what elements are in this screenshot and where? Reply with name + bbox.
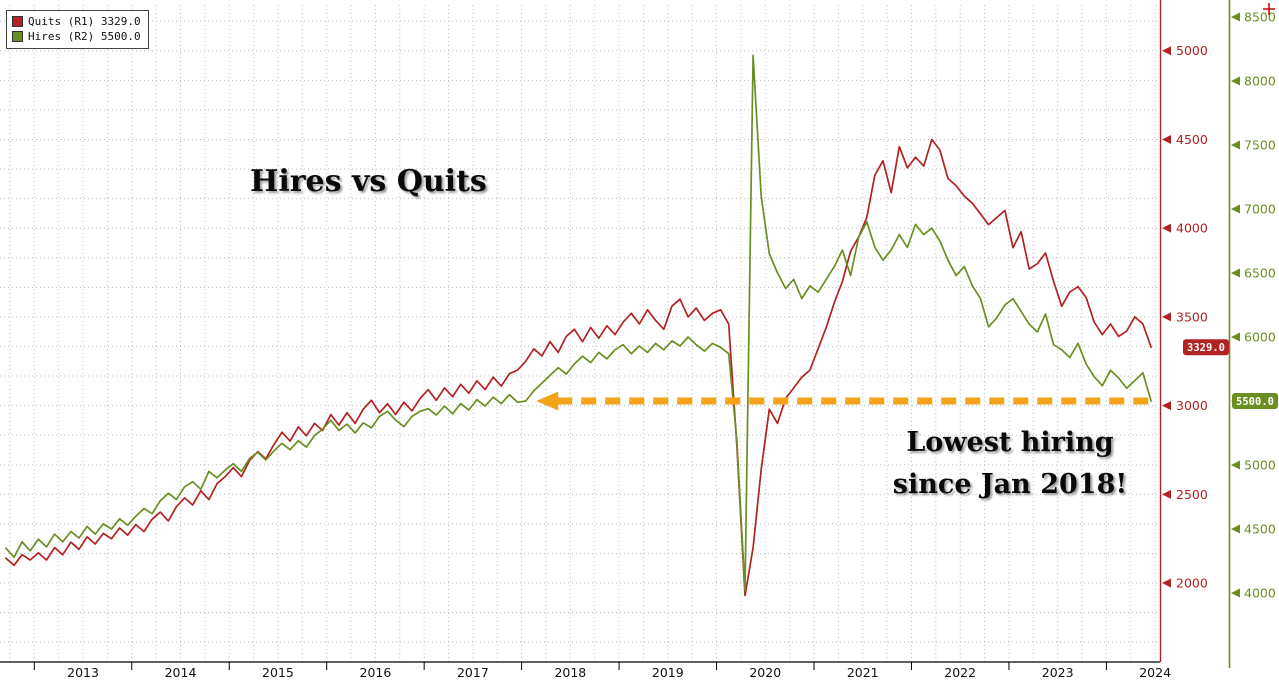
lowest-hiring-arrow-head xyxy=(536,391,559,411)
axis-tick-label: 3329.0 xyxy=(1187,342,1225,354)
right-axis1-tick-arrow xyxy=(1162,223,1171,233)
axis-tick-label: 5000 xyxy=(1176,43,1208,58)
right-axis2-tick-arrow xyxy=(1231,268,1240,278)
legend-hires-label: Hires (R2) 5500.0 xyxy=(28,30,141,43)
right-axis2-tick-arrow xyxy=(1231,524,1240,534)
right-axis1-tick-arrow xyxy=(1162,134,1171,144)
axis-tick-label: 2013 xyxy=(67,665,99,680)
axis-tick-label: 2018 xyxy=(554,665,586,680)
axis-tick-label: 4000 xyxy=(1244,586,1276,601)
right-axis2-tick-arrow xyxy=(1231,76,1240,86)
axis-tick-label: 2016 xyxy=(360,665,392,680)
axis-tick-label: 6500 xyxy=(1244,266,1276,281)
right-axis2-tick-arrow xyxy=(1231,588,1240,598)
axis-tick-label: 2017 xyxy=(457,665,489,680)
axis-tick-label: 3000 xyxy=(1176,398,1208,413)
axis-tick-label: 7500 xyxy=(1244,138,1276,153)
axis-tick-label: 2021 xyxy=(847,665,879,680)
quits-line xyxy=(5,138,1152,597)
axis-tick-label: 4000 xyxy=(1176,221,1208,236)
axis-tick-label: 2019 xyxy=(652,665,684,680)
right-axis2-tick-arrow xyxy=(1231,140,1240,150)
right-axis2-tick-arrow xyxy=(1231,332,1240,342)
hires-value-badge xyxy=(1232,393,1278,410)
right-axis2-tick-arrow xyxy=(1231,12,1240,22)
axis-tick-label: 2024 xyxy=(1139,665,1171,680)
right-axis1-tick-arrow xyxy=(1162,312,1171,322)
right-axis2-tick-arrow xyxy=(1231,460,1240,470)
right-axis2-tick-arrow xyxy=(1231,204,1240,214)
hires-swatch-icon xyxy=(12,31,23,42)
chart-title: Hires vs Quits xyxy=(250,164,487,199)
axis-tick-label: 3500 xyxy=(1176,309,1208,324)
axis-tick-label: 5500.0 xyxy=(1236,396,1274,408)
axis-tick-label: 2023 xyxy=(1042,665,1074,680)
axis-tick-label: 2015 xyxy=(262,665,294,680)
legend-quits-label: Quits (R1) 3329.0 xyxy=(28,15,141,28)
annotation-lowest-hiring: Lowest hiring since Jan 2018! xyxy=(852,422,1168,506)
axis-tick-label: 2022 xyxy=(944,665,976,680)
hires-line xyxy=(5,54,1152,592)
axis-tick-label: 4500 xyxy=(1176,132,1208,147)
legend-row-quits: Quits (R1) 3329.0 xyxy=(12,14,141,29)
axis-tick-label: 7000 xyxy=(1244,202,1276,217)
axis-tick-label: 2014 xyxy=(165,665,197,680)
chart-legend: Quits (R1) 3329.0 Hires (R2) 5500.0 xyxy=(6,10,149,49)
right-axis1-tick-arrow xyxy=(1162,578,1171,588)
axis-tick-label: 2500 xyxy=(1176,487,1208,502)
quits-value-badge xyxy=(1183,339,1229,356)
axis-tick-label: 2020 xyxy=(749,665,781,680)
right-axis1-tick-arrow xyxy=(1162,401,1171,411)
annotation-line2: since Jan 2018! xyxy=(892,468,1128,500)
axis-tick-label: 2000 xyxy=(1176,576,1208,591)
right-axis1-tick-arrow xyxy=(1162,46,1171,56)
axis-tick-label: 6000 xyxy=(1244,330,1276,345)
axis-tick-label: 8000 xyxy=(1244,74,1276,89)
right-axis1-tick-arrow xyxy=(1162,489,1171,499)
legend-row-hires: Hires (R2) 5500.0 xyxy=(12,29,141,44)
axis-tick-label: 4500 xyxy=(1244,522,1276,537)
axis-tick-label: 8500 xyxy=(1244,10,1276,25)
annotation-line1: Lowest hiring xyxy=(906,427,1114,458)
axis-tick-label: 5000 xyxy=(1244,458,1276,473)
quits-swatch-icon xyxy=(12,16,23,27)
